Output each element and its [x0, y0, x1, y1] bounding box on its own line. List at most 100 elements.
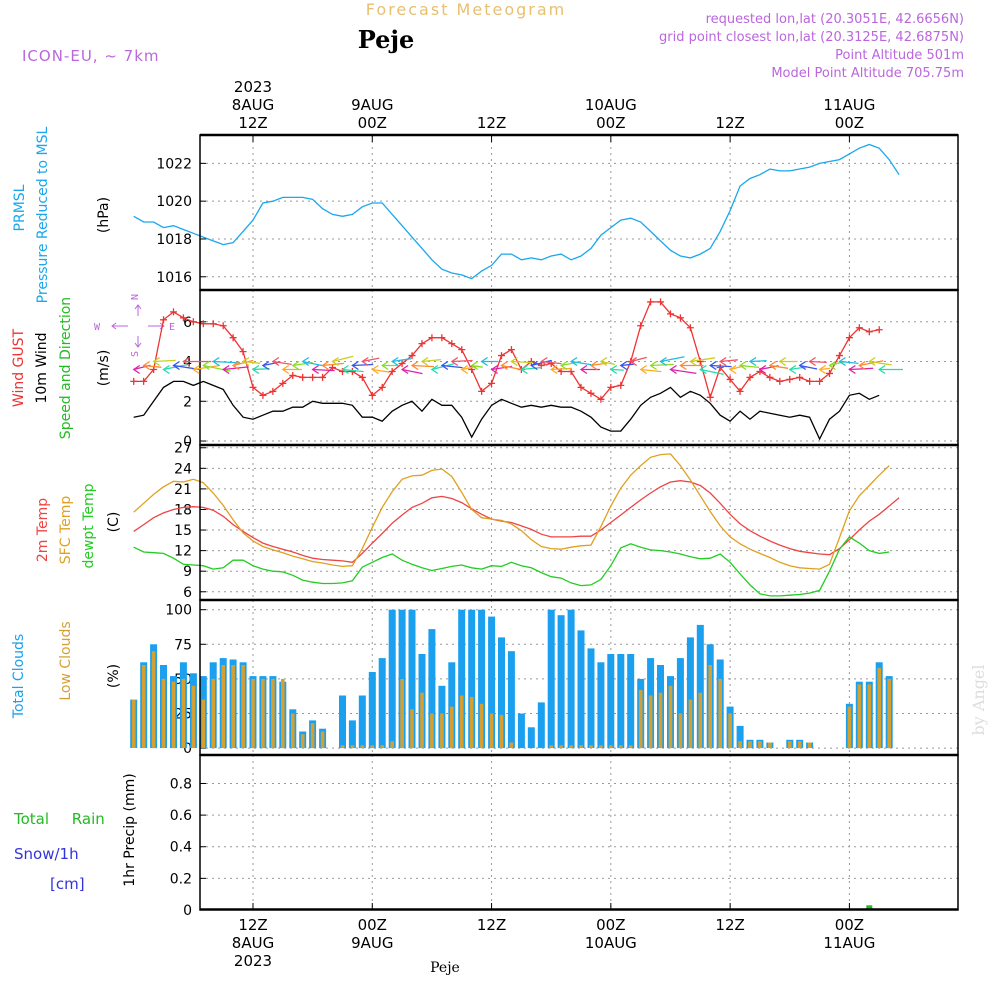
low-cloud-bar	[390, 741, 394, 749]
wind-arrow-head	[271, 356, 280, 367]
gust-marker	[657, 298, 665, 306]
gust-marker	[160, 316, 168, 324]
gust-marker	[736, 387, 744, 395]
low-cloud-bar	[151, 651, 156, 749]
time-label-bottom: 12Z	[477, 916, 506, 934]
wind-arrow-head	[182, 356, 190, 367]
total-cloud-bar	[696, 624, 704, 749]
wind-arrow	[799, 364, 818, 370]
wind-arrow	[541, 360, 562, 365]
wind-arrow	[710, 364, 732, 368]
series-line-1	[133, 453, 890, 570]
low-cloud-bar	[509, 742, 514, 748]
total-cloud-bar	[557, 615, 565, 749]
total-cloud-bar	[577, 630, 585, 748]
location-title: Peje	[358, 25, 415, 54]
low-cloud-bar	[281, 678, 285, 749]
wind-arrow	[531, 359, 552, 367]
low-cloud-bar	[867, 684, 872, 749]
total-cloud-bar	[339, 695, 346, 749]
low-cloud-bar	[469, 696, 474, 749]
low-cloud-bar	[261, 678, 265, 749]
compass-west: W	[94, 322, 101, 333]
low-cloud-bar	[131, 699, 136, 748]
wind-arrow-head	[381, 360, 389, 371]
low-cloud-bar	[450, 706, 454, 749]
wind-arrow-head	[241, 356, 250, 367]
wind-arrow-head	[619, 360, 628, 371]
wind-arrow-head	[351, 360, 359, 371]
total-cloud-bar	[507, 651, 515, 749]
y-tick-label: 0	[183, 434, 192, 450]
wind-arrow	[640, 368, 662, 373]
gust-marker	[498, 352, 505, 360]
wind-arrow	[650, 363, 674, 367]
y-tick-label: 27	[174, 441, 192, 457]
gust-marker	[597, 395, 605, 403]
gust-marker	[607, 383, 615, 391]
wind-arrow-head	[311, 364, 319, 375]
wind-arrow-head	[768, 360, 777, 371]
wind-arrow-head	[440, 360, 449, 371]
series-line-2	[133, 536, 890, 597]
wind-arrow-head	[728, 364, 737, 375]
wind-arrow	[600, 360, 615, 366]
wind-arrow	[521, 366, 542, 371]
wind-arrow-head	[430, 364, 439, 375]
gust-marker	[199, 320, 207, 328]
low-cloud-bar	[380, 745, 384, 749]
gust-marker	[676, 314, 684, 322]
wind-arrow	[571, 360, 592, 366]
gust-marker	[507, 346, 515, 354]
gust-marker	[209, 320, 217, 328]
wind-arrow-head	[788, 364, 797, 375]
wind-arrow-head	[679, 360, 687, 371]
gust-marker	[408, 352, 416, 360]
total-cloud-bar	[607, 654, 615, 749]
total-cloud-bar	[468, 609, 476, 749]
gust-marker	[875, 326, 883, 334]
wind-arrow-head	[699, 364, 707, 375]
y-tick-label: 100	[165, 603, 192, 619]
gust-marker	[706, 393, 714, 401]
wind-arrow	[223, 366, 249, 371]
wind-arrow	[819, 367, 831, 371]
gust-marker	[816, 377, 824, 385]
wind-arrow-head	[848, 364, 856, 375]
compass-icon: N S W E	[94, 294, 175, 357]
total-cloud-bar	[428, 629, 436, 749]
low-cloud-bar	[887, 678, 891, 749]
low-cloud-bar	[797, 741, 802, 749]
total-cloud-bar	[736, 725, 744, 748]
panel-clouds: 0255075100	[130, 598, 959, 757]
y-tick-label: 12	[174, 544, 192, 560]
low-cloud-bar	[161, 678, 166, 749]
gust-marker	[269, 387, 277, 395]
gust-marker	[319, 373, 327, 381]
low-cloud-bar	[579, 745, 583, 749]
low-cloud-bar	[400, 678, 404, 749]
time-label-bottom: 12Z	[715, 916, 744, 934]
y-tick-label: 0.8	[170, 776, 192, 792]
wind-arrow-head	[838, 356, 846, 367]
wind-arrow	[243, 360, 261, 364]
wind-arrow-head	[331, 356, 339, 367]
gust-marker	[826, 369, 834, 377]
wind-arrow	[839, 360, 859, 365]
time-label-top: 00Z	[358, 114, 387, 132]
y-tick-label: 75	[174, 637, 192, 653]
gust-marker	[309, 373, 317, 381]
time-label-top: 12Z	[477, 114, 506, 132]
low-cloud-bar	[489, 713, 494, 749]
low-cloud-bar	[340, 745, 345, 749]
gust-marker	[617, 381, 625, 389]
gust-marker	[855, 324, 863, 332]
wind-arrow-head	[291, 360, 300, 371]
total-cloud-bar	[547, 609, 555, 749]
gust-marker	[179, 314, 187, 322]
wind-arrow	[362, 357, 380, 363]
gust-marker	[239, 348, 247, 356]
wind-arrow-head	[251, 364, 260, 375]
y-tick-label: 1022	[156, 156, 192, 172]
low-cloud-bar	[171, 681, 176, 749]
